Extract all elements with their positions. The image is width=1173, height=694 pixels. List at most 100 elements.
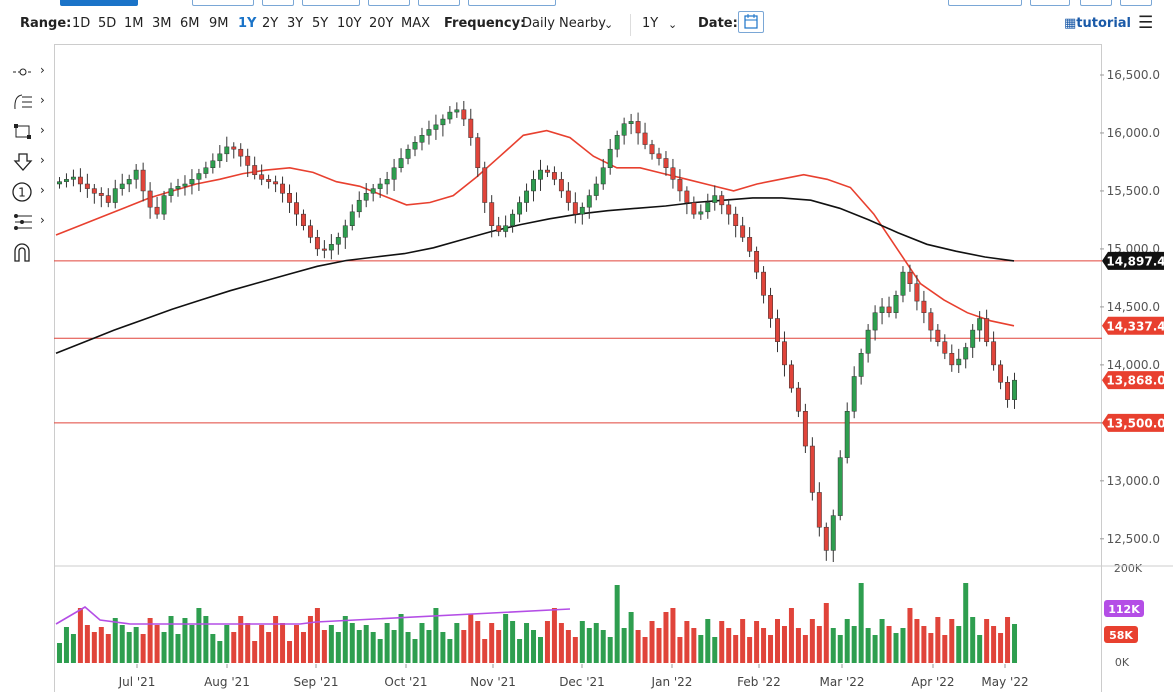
- candle-body: [154, 206, 160, 215]
- arrow-down-tool-icon: [13, 153, 33, 171]
- side-tool-crosshair[interactable]: ›: [10, 60, 50, 84]
- range-6m[interactable]: 6M: [180, 16, 200, 31]
- price-tag: [1102, 413, 1164, 432]
- candle-body: [57, 181, 62, 185]
- side-tool-pitchfork[interactable]: ›: [10, 210, 50, 234]
- range-9m[interactable]: 9M: [209, 16, 229, 31]
- x-tick-label: May '22: [981, 675, 1028, 689]
- candle-body: [809, 445, 815, 493]
- volume-bar: [126, 632, 132, 663]
- volume-bar: [579, 621, 585, 663]
- top-tab[interactable]: [1030, 0, 1070, 6]
- range-20y[interactable]: 20Y: [369, 16, 394, 31]
- top-tab[interactable]: [368, 0, 410, 6]
- candle-body: [517, 202, 523, 215]
- rectangle-tool-icon: [14, 124, 31, 139]
- candle-body: [349, 211, 355, 226]
- price-tag-label: 14,337.4: [1106, 319, 1165, 333]
- volume-bar: [823, 603, 829, 663]
- moving-average-slow-line: [55, 197, 1015, 355]
- volume-bar: [858, 583, 864, 663]
- top-strip: [0, 0, 1173, 6]
- range-max[interactable]: MAX: [401, 16, 431, 31]
- tutorial-link[interactable]: ▦tutorial: [1064, 16, 1131, 31]
- hamburger-menu-icon[interactable]: ☰: [1138, 13, 1154, 33]
- volume-bar: [91, 632, 97, 663]
- range-3y[interactable]: 3Y: [287, 16, 304, 31]
- candle-body: [1012, 379, 1017, 400]
- volume-bar: [203, 616, 209, 663]
- candle-body: [133, 169, 139, 180]
- volume-bar: [266, 632, 272, 663]
- top-tab[interactable]: [302, 0, 360, 6]
- top-tab[interactable]: [192, 0, 254, 6]
- chevron-down-icon[interactable]: ⌄: [668, 18, 678, 31]
- volume-bar: [154, 625, 160, 663]
- top-tab[interactable]: [262, 0, 294, 6]
- volume-bar: [663, 612, 669, 663]
- range-2y[interactable]: 2Y: [262, 16, 279, 31]
- range-1m[interactable]: 1M: [124, 16, 144, 31]
- range-3m[interactable]: 3M: [152, 16, 172, 31]
- candle-body: [189, 179, 195, 185]
- candle-body: [287, 193, 292, 203]
- volume-bar: [161, 632, 167, 663]
- candle-body: [586, 195, 592, 208]
- candle-body: [907, 271, 913, 284]
- volume-bar: [287, 641, 293, 663]
- calendar-button[interactable]: [738, 11, 764, 33]
- candle-body: [977, 318, 983, 331]
- tutorial-label: tutorial: [1076, 16, 1132, 31]
- volume-bar: [182, 618, 188, 663]
- range-1y[interactable]: 1Y: [238, 16, 257, 31]
- volume-bar: [524, 623, 530, 663]
- candle-body: [496, 225, 502, 232]
- range-1d[interactable]: 1D: [72, 16, 91, 31]
- candle-body: [175, 186, 181, 189]
- candle-body: [91, 188, 97, 194]
- candle-body: [677, 179, 683, 192]
- candle-body: [503, 225, 509, 232]
- volume-bar: [872, 635, 878, 663]
- candle-body: [935, 329, 941, 342]
- side-tool-marker[interactable]: 1 ›: [10, 180, 50, 204]
- top-tab-active[interactable]: [60, 0, 138, 6]
- candle-body: [998, 364, 1004, 383]
- top-tab[interactable]: [418, 0, 460, 6]
- y-tick-label: 12,500.0: [1107, 532, 1160, 546]
- side-tool-arrow[interactable]: ›: [10, 150, 50, 174]
- volume-bar: [788, 608, 794, 663]
- volume-bar: [196, 608, 202, 663]
- candle-body: [872, 312, 878, 331]
- candle-body: [649, 144, 655, 155]
- volume-bar: [259, 625, 265, 663]
- candle-body: [531, 179, 536, 192]
- volume-bar: [426, 630, 432, 663]
- range-5y[interactable]: 5Y: [312, 16, 329, 31]
- candle-body: [405, 148, 411, 159]
- side-tool-fibonacci[interactable]: ›: [10, 90, 50, 114]
- volume-bar: [482, 639, 488, 663]
- candle-body: [224, 146, 230, 155]
- volume-bar: [98, 627, 104, 663]
- volume-bar: [761, 628, 767, 663]
- candle-body: [140, 169, 146, 192]
- range-5d[interactable]: 5D: [98, 16, 117, 31]
- chevron-down-icon[interactable]: ⌄: [604, 18, 614, 31]
- range-10y[interactable]: 10Y: [337, 16, 362, 31]
- volume-bar: [189, 625, 195, 663]
- period-select[interactable]: 1Y: [642, 16, 659, 31]
- side-tool-rectangle[interactable]: ›: [10, 120, 50, 144]
- side-tool-magnet[interactable]: [10, 240, 50, 264]
- candle-body: [391, 167, 397, 180]
- top-tab[interactable]: [1120, 0, 1152, 6]
- frequency-select[interactable]: Daily Nearby: [522, 16, 607, 31]
- volume-bar: [489, 623, 495, 663]
- volume-bar: [802, 635, 808, 663]
- candle-body: [782, 341, 787, 366]
- top-tab[interactable]: [948, 0, 1022, 6]
- volume-bar: [461, 630, 467, 663]
- top-tab[interactable]: [1080, 0, 1112, 6]
- top-tab[interactable]: [468, 0, 556, 6]
